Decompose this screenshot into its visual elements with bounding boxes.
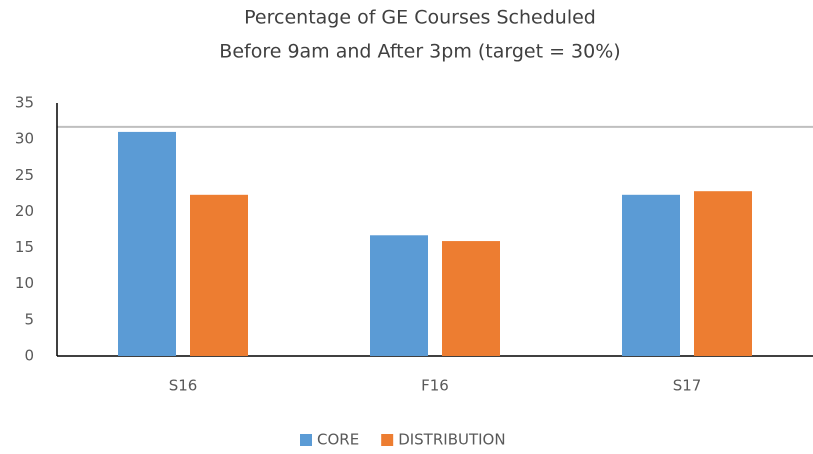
y-tick-label: 20 bbox=[15, 202, 34, 220]
legend-label: DISTRIBUTION bbox=[398, 431, 505, 449]
chart-title: Before 9am and After 3pm (target = 30%) bbox=[219, 41, 620, 63]
legend-label: CORE bbox=[317, 431, 359, 449]
x-tick-label: S17 bbox=[673, 377, 702, 395]
y-tick-label: 35 bbox=[15, 94, 34, 112]
x-tick-label: S16 bbox=[169, 377, 198, 395]
y-tick-label: 5 bbox=[24, 310, 34, 328]
y-tick-label: 15 bbox=[15, 238, 34, 256]
bar bbox=[442, 241, 500, 356]
legend-swatch bbox=[300, 434, 312, 446]
y-tick-label: 0 bbox=[24, 347, 34, 365]
bar bbox=[370, 235, 428, 356]
y-tick-label: 10 bbox=[15, 274, 34, 292]
legend-swatch bbox=[381, 434, 394, 446]
bar bbox=[190, 194, 248, 356]
bar bbox=[694, 191, 752, 356]
x-tick-label: F16 bbox=[421, 377, 449, 395]
bar bbox=[118, 131, 176, 356]
y-tick-label: 25 bbox=[15, 166, 34, 184]
chart-title: Percentage of GE Courses Scheduled bbox=[244, 7, 596, 29]
y-tick-label: 30 bbox=[15, 130, 34, 148]
bar bbox=[622, 194, 680, 356]
